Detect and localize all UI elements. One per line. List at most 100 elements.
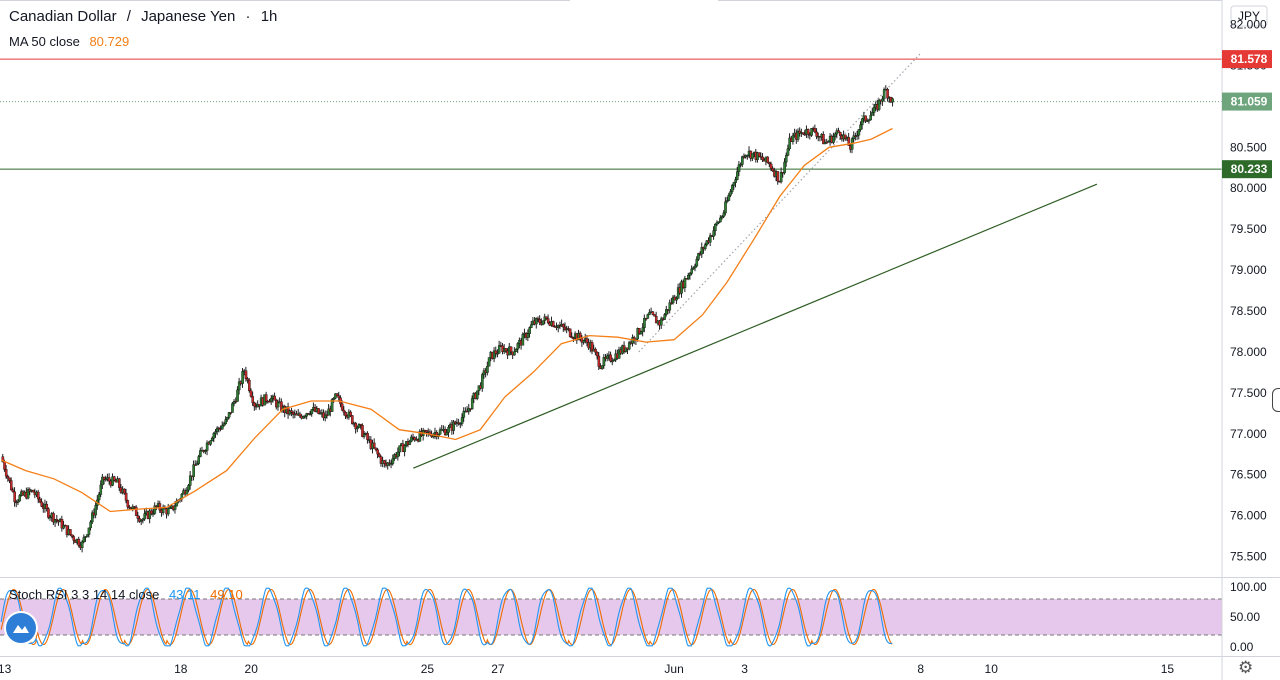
stoch-label[interactable]: Stoch RSI 3 3 14 14 close	[9, 587, 160, 602]
stoch-y-tick-label: 50.00	[1230, 610, 1260, 624]
settings-gear-icon[interactable]: ⚙	[1238, 658, 1254, 677]
candle-body	[641, 327, 645, 332]
y-tick-label: 75.500	[1230, 550, 1267, 564]
currency-button[interactable]	[1230, 5, 1268, 27]
candle	[241, 368, 244, 388]
candle-body	[825, 141, 829, 144]
candle	[837, 127, 840, 133]
ma-label[interactable]: MA 50 close	[9, 34, 80, 49]
candle	[349, 410, 352, 418]
candle-body	[541, 320, 545, 325]
price-tag-label: 81.059	[1231, 95, 1268, 109]
candle-body	[366, 433, 369, 440]
candle-body	[221, 425, 224, 430]
candle-body	[729, 191, 732, 196]
candle	[779, 167, 783, 184]
candle-body	[99, 484, 103, 495]
candle	[330, 398, 334, 412]
candle-body	[872, 106, 876, 113]
candle	[362, 430, 366, 439]
candle	[447, 424, 450, 438]
candle-body	[690, 268, 694, 274]
candle	[551, 320, 555, 328]
candle	[52, 511, 55, 525]
candle-body	[751, 153, 754, 159]
candle	[118, 477, 121, 491]
candle	[766, 156, 769, 164]
candle-body	[249, 390, 253, 397]
candle	[273, 392, 276, 401]
candle	[708, 232, 712, 247]
candle	[784, 152, 788, 167]
y-tick-label: 79.000	[1230, 263, 1267, 277]
symbol-separator: /	[126, 8, 131, 25]
candle	[530, 321, 533, 329]
candle	[131, 504, 135, 512]
candle-body	[251, 396, 255, 404]
candle	[786, 144, 790, 157]
candle-body	[55, 519, 59, 521]
candle-body	[504, 348, 508, 352]
candle-body	[562, 324, 565, 328]
candle-body	[528, 327, 531, 334]
candle	[45, 501, 49, 512]
candle-body	[693, 265, 697, 269]
y-tick-label: 78.500	[1230, 304, 1267, 318]
candle-body	[192, 464, 195, 477]
candle	[264, 391, 268, 405]
candle-body	[882, 89, 886, 100]
candle-body	[143, 513, 146, 520]
candle	[651, 310, 655, 316]
candle-body	[87, 527, 91, 535]
candle-body	[757, 152, 761, 157]
candle-body	[530, 324, 533, 328]
candle-body	[600, 365, 604, 369]
y-tick-label: 80.500	[1230, 140, 1267, 154]
candle-body	[227, 412, 231, 418]
interval-label[interactable]: 1h	[260, 8, 278, 25]
candle-body	[788, 137, 791, 149]
candle	[725, 196, 729, 204]
candle-body	[538, 319, 542, 323]
candle	[509, 346, 513, 355]
stoch-y-tick-label: 100.00	[1230, 580, 1267, 594]
candle	[487, 357, 491, 367]
y-tick-label: 82.000	[1230, 18, 1267, 32]
candle	[788, 133, 791, 151]
candle-body	[197, 456, 201, 464]
candle	[675, 296, 678, 305]
candle-body	[276, 402, 280, 408]
candle-body	[37, 491, 40, 500]
stoch-d-value: 49.10	[210, 587, 243, 602]
candle-body	[244, 370, 248, 379]
candle	[227, 412, 231, 420]
candle-body	[864, 115, 867, 122]
candle-body	[481, 374, 484, 389]
candle	[209, 440, 212, 446]
candle	[683, 275, 687, 293]
candle-body	[654, 316, 658, 324]
candle	[237, 377, 241, 395]
tradingview-logo-icon[interactable]	[6, 613, 36, 643]
candle-body	[687, 275, 690, 280]
candle-body	[374, 447, 378, 450]
pane-resize-handle[interactable]	[1272, 388, 1280, 412]
candle	[410, 434, 413, 443]
candle-body	[158, 503, 162, 511]
candle-body	[187, 485, 190, 491]
candle-body	[643, 317, 646, 328]
candle-body	[697, 253, 700, 260]
candle-body	[695, 259, 699, 267]
candle-body	[720, 216, 724, 219]
candle-body	[452, 421, 455, 431]
candle	[248, 378, 251, 393]
price-pane	[0, 52, 1222, 553]
symbol-title: Canadian Dollar / Japanese Yen · 1h	[9, 8, 283, 25]
candle-body	[639, 331, 643, 335]
candle	[882, 87, 886, 103]
candle-body	[376, 449, 379, 455]
x-tick-label: 27	[491, 662, 505, 676]
candle-body	[722, 212, 726, 217]
candle	[72, 535, 76, 545]
candle-body	[134, 506, 138, 516]
